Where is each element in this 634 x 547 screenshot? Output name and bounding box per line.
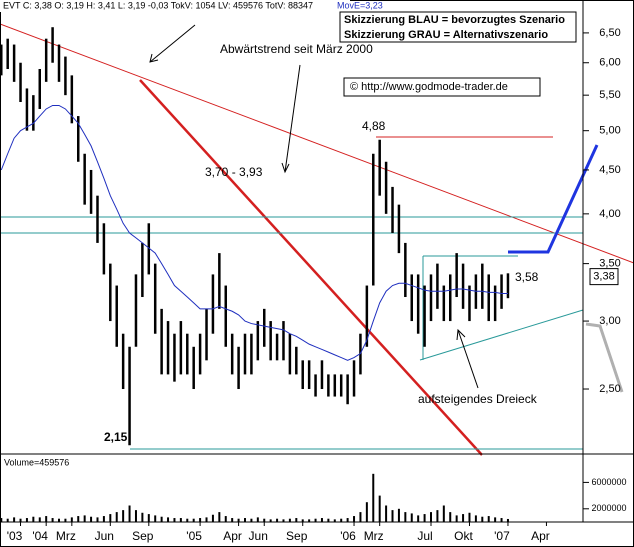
arrow	[457, 329, 479, 389]
arrow-head	[149, 53, 159, 63]
volume-tick-label: 6000000	[591, 477, 626, 487]
y-tick-label: 5,00	[599, 125, 620, 137]
last-price-box	[589, 268, 619, 286]
legend-grey: Skizzierung GRAU = Alternativszenario	[344, 29, 548, 41]
x-tick-label: Sep	[132, 529, 154, 543]
arrow-head	[456, 328, 466, 341]
trend-line-bold	[139, 79, 483, 456]
x-tick-label: Mrz	[56, 529, 76, 543]
header-bg	[0, 0, 350, 12]
x-tick-label: '04	[32, 529, 48, 543]
moving-average	[0, 104, 508, 361]
x-tick-label: '05	[186, 529, 202, 543]
x-tick-label: Jun	[95, 529, 114, 543]
range-label: 3,70 - 3,93	[205, 165, 263, 179]
y-tick-label: 5,50	[599, 89, 620, 101]
arrow	[149, 24, 196, 63]
volume-tick-label: 2000000	[591, 503, 626, 513]
ma-label: MovE=3,23	[337, 0, 383, 10]
x-tick-label: Sep	[286, 529, 308, 543]
y-tick-label: 2,50	[599, 383, 620, 395]
low-label: 2,15	[104, 430, 128, 444]
marks	[0, 27, 589, 526]
y-tick-label: 6,50	[599, 27, 620, 39]
x-tick-label: '07	[494, 529, 510, 543]
y-tick-label: 4,00	[599, 208, 620, 220]
trend-line	[0, 23, 634, 264]
y-tick-label: 6,00	[599, 57, 620, 69]
triangle-top-label: 3,58	[515, 270, 539, 284]
x-tick-label: Apr	[223, 529, 242, 543]
y-tick-label: 3,00	[599, 315, 620, 327]
triangle-line	[419, 309, 584, 361]
x-tick-label: '06	[340, 529, 356, 543]
x-tick-label: '03	[7, 529, 23, 543]
x-tick-label: Jun	[249, 529, 268, 543]
legend-blue: Skizzierung BLAU = bevorzugtes Szenario	[344, 14, 565, 26]
x-tick-label: Jul	[417, 529, 432, 543]
scenario-grey	[585, 322, 624, 393]
x-tick-label: Mrz	[364, 529, 384, 543]
x-tick-label: Apr	[531, 529, 550, 543]
copyright: © http://www.godmode-trader.de	[350, 81, 508, 93]
trend-label: Abwärtstrend seit März 2000	[220, 42, 373, 56]
copyright-box	[343, 77, 541, 97]
y-tick-label: 3,50	[599, 258, 620, 270]
x-tick-label: Okt	[454, 529, 473, 543]
volume-label: Volume=459576	[4, 457, 69, 467]
last-price-label: 3,38	[593, 271, 614, 283]
triangle-label: aufsteigendes Dreieck	[418, 392, 538, 406]
arrow	[284, 64, 301, 173]
high-label: 4,88	[362, 119, 386, 133]
header: EVT C: 3,38 O: 3,19 H: 3,41 L: 3,19 -0,0…	[3, 0, 313, 10]
scenario-blue	[508, 144, 599, 254]
arrow-head	[281, 162, 290, 174]
y-tick-label: 4,50	[599, 164, 620, 176]
legend-box	[339, 11, 577, 43]
